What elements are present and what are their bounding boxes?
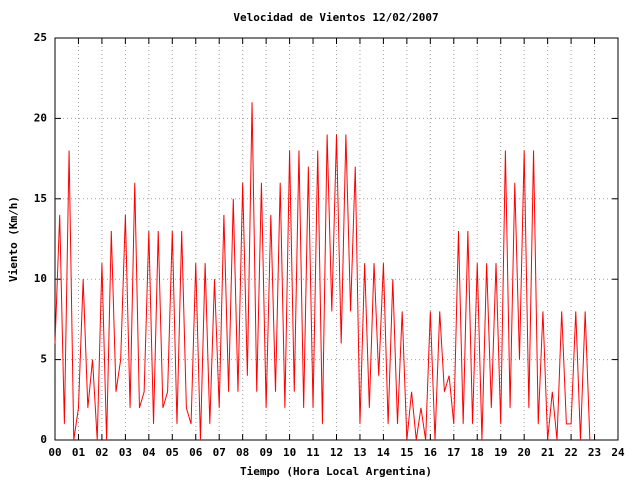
y-tick-label: 0 [40,433,47,446]
x-tick-label: 22 [564,446,577,459]
x-tick-label: 00 [48,446,61,459]
x-tick-label: 24 [611,446,625,459]
chart-title: Velocidad de Vientos 12/02/2007 [233,11,438,24]
x-tick-label: 19 [494,446,507,459]
x-tick-label: 10 [283,446,296,459]
x-tick-label: 13 [353,446,366,459]
x-tick-label: 16 [424,446,438,459]
x-tick-label: 07 [213,446,226,459]
y-tick-label: 15 [34,192,47,205]
x-axis-label: Tiempo (Hora Local Argentina) [240,465,432,478]
x-tick-label: 05 [166,446,179,459]
x-tick-label: 12 [330,446,343,459]
y-axis-label: Viento (Km/h) [7,196,20,282]
x-tick-label: 21 [541,446,555,459]
x-tick-label: 20 [518,446,531,459]
y-tick-label: 10 [34,272,47,285]
y-tick-label: 5 [40,353,47,366]
y-tick-label: 25 [34,31,47,44]
x-tick-label: 02 [95,446,108,459]
x-tick-label: 14 [377,446,391,459]
x-tick-label: 06 [189,446,203,459]
wind-line [54,102,591,441]
x-tick-label: 08 [236,446,249,459]
x-tick-label: 17 [447,446,460,459]
x-tick-label: 04 [142,446,156,459]
y-tick-label: 20 [34,111,47,124]
x-tick-label: 09 [260,446,273,459]
x-tick-label: 18 [471,446,484,459]
x-tick-label: 01 [72,446,86,459]
x-tick-label: 11 [306,446,320,459]
x-tick-label: 23 [588,446,601,459]
x-tick-label: 03 [119,446,132,459]
x-tick-label: 15 [400,446,413,459]
